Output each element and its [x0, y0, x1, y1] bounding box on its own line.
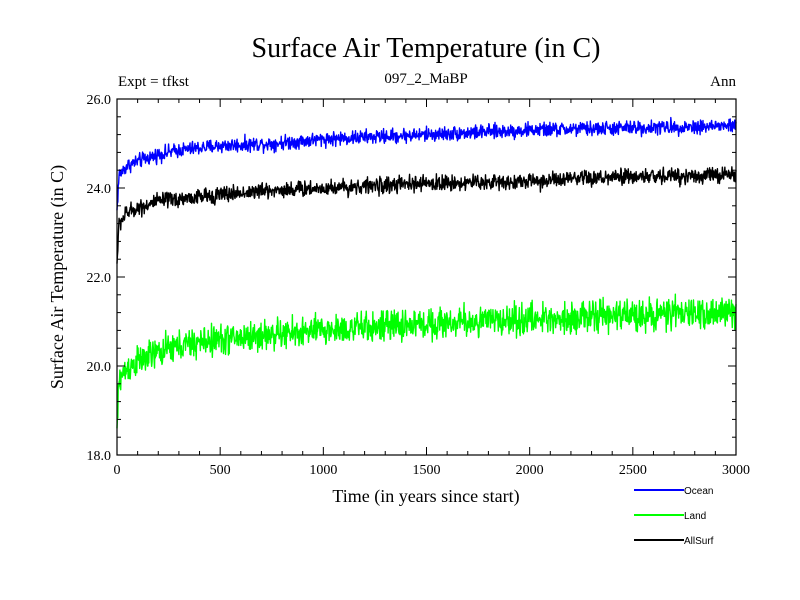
x-tick-label: 1000 [309, 463, 337, 478]
legend-label-allsurf: AllSurf [684, 536, 714, 547]
y-axis-label: Surface Air Temperature (in C) [47, 165, 68, 389]
x-tick-label: 2500 [619, 463, 647, 478]
legend-label-ocean: Ocean [684, 486, 713, 497]
experiment-label: Expt = tfkst [118, 74, 190, 90]
x-tick-label: 500 [210, 463, 231, 478]
x-tick-label: 2000 [516, 463, 544, 478]
x-axis-label: Time (in years since start) [332, 486, 519, 507]
y-tick-label: 26.0 [87, 93, 112, 108]
y-tick-label: 24.0 [87, 182, 112, 197]
plot-frame [116, 98, 737, 456]
x-tick-label: 3000 [722, 463, 750, 478]
x-tick-label: 0 [114, 463, 121, 478]
series-line-land [116, 293, 737, 429]
x-tick-label: 1500 [413, 463, 441, 478]
series-layer [116, 116, 737, 429]
axes-layer: 0 500 1000 1500 2000 2500 3000 18.0 20.0 22.0 24.0… [87, 93, 751, 478]
legend: Ocean Land AllSurf [634, 486, 714, 547]
y-tick-label: 20.0 [87, 360, 112, 375]
y-tick-label: 22.0 [87, 271, 112, 286]
series-line-allsurf [116, 166, 737, 264]
series-line-ocean [116, 116, 737, 211]
run-label: 097_2_MaBP [384, 71, 467, 87]
y-tick-label: 18.0 [87, 449, 112, 464]
chart-title: Surface Air Temperature (in C) [252, 33, 601, 64]
legend-label-land: Land [684, 511, 706, 522]
season-label: Ann [710, 74, 736, 90]
